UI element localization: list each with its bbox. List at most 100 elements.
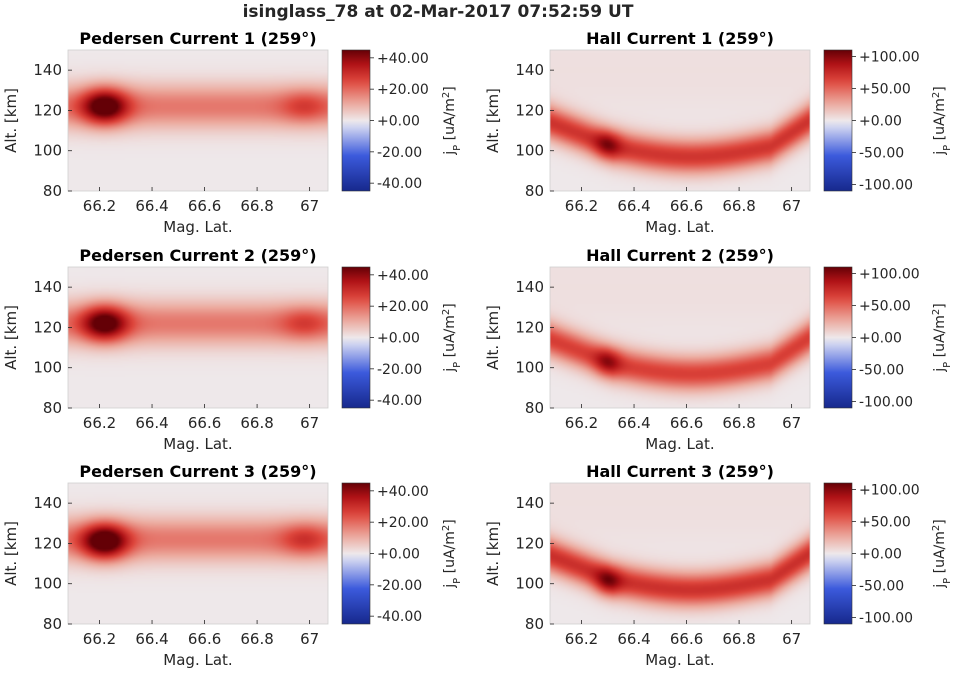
plot-frame: [549, 482, 811, 625]
colorbar-tick-label: +50.00: [859, 298, 911, 314]
colorbar-label: jP [uA/m2]: [441, 519, 463, 588]
y-tick-label: 100: [515, 575, 544, 593]
y-tick-label: 80: [525, 615, 544, 633]
colorbar-label-part: j: [442, 151, 458, 156]
x-axis-label: Mag. Lat.: [163, 435, 232, 453]
colorbar-tick-label: -50.00: [859, 363, 904, 379]
colorbar-tick-label: +40.00: [377, 268, 429, 284]
y-axis-label: Alt. [km]: [2, 521, 20, 586]
heatmap-image: [550, 50, 810, 191]
colorbar-label-part: 2: [441, 92, 452, 98]
colorbar-label-part: P: [452, 578, 463, 584]
panel-title: Pedersen Current 1 (259°): [79, 29, 316, 48]
colorbar-label-part: ]: [442, 86, 458, 91]
colorbar-tick-label: +20.00: [377, 299, 429, 315]
heatmap-image: [68, 50, 328, 191]
y-axis-label: Alt. [km]: [484, 88, 502, 153]
colorbar-label: jP [uA/m2]: [931, 86, 953, 155]
colorbar-tick-label: +0.00: [859, 331, 902, 347]
colorbar-label-part: [uA/m: [932, 98, 948, 145]
colorbar: [341, 266, 371, 409]
y-tick-label: 80: [525, 399, 544, 417]
colorbar-tick-label: +40.00: [377, 484, 429, 500]
y-tick-label: 120: [33, 534, 62, 552]
colorbar-tick-label: -50.00: [859, 146, 904, 162]
colorbar: [341, 482, 371, 625]
x-tick-label: 66.4: [135, 414, 168, 432]
panel-title: Pedersen Current 3 (259°): [79, 462, 316, 481]
y-tick-label: 100: [33, 142, 62, 160]
y-tick-label: 120: [33, 318, 62, 336]
pedersen-panel-1: Pedersen Current 1 (259°) 66.2 66.4 66.6 66.…: [2, 29, 463, 236]
plot-frame: [67, 266, 329, 409]
y-axis-label: Alt. [km]: [484, 305, 502, 370]
colorbar-label-part: ]: [932, 86, 948, 91]
colorbar-tick-label: +0.00: [859, 114, 902, 130]
hall-panel-1: Hall Current 1 (259°) 66.2 66.4 66.6 66.8 67 8…: [484, 29, 953, 236]
plot-frame: [549, 266, 811, 409]
x-tick-label: 66.6: [188, 414, 221, 432]
x-tick-label: 67: [782, 197, 801, 215]
x-tick-label: 67: [300, 630, 319, 648]
y-tick-label: 140: [515, 61, 544, 79]
x-tick-label: 66.4: [135, 197, 168, 215]
y-tick-label: 140: [515, 494, 544, 512]
heatmap-image: [68, 483, 328, 624]
figure-title: isinglass_78 at 02-Mar-2017 07:52:59 UT: [243, 2, 634, 22]
x-tick-label: 66.4: [617, 197, 650, 215]
y-tick-label: 120: [515, 101, 544, 119]
x-tick-label: 66.4: [617, 414, 650, 432]
y-tick-label: 100: [33, 575, 62, 593]
colorbar-label-part: 2: [441, 309, 452, 315]
heatmap-image: [68, 267, 328, 408]
colorbar-label-part: 2: [931, 309, 942, 315]
colorbar-tick-label: +0.00: [859, 547, 902, 563]
x-axis-label: Mag. Lat.: [163, 218, 232, 236]
colorbar-label-part: P: [452, 362, 463, 368]
y-axis-label: Alt. [km]: [2, 88, 20, 153]
colorbar: [341, 49, 371, 192]
colorbar-tick-label: +20.00: [377, 515, 429, 531]
colorbar-label: jP [uA/m2]: [931, 519, 953, 588]
x-tick-label: 67: [300, 414, 319, 432]
colorbar-tick-label: +0.00: [377, 114, 420, 130]
colorbar-tick-label: -100.00: [859, 395, 913, 411]
y-tick-label: 120: [515, 534, 544, 552]
pedersen-panel-2: Pedersen Current 2 (259°) 66.2 66.4 66.6 66.…: [2, 246, 463, 453]
colorbar-tick-label: +0.00: [377, 547, 420, 563]
panel-title: Hall Current 2 (259°): [586, 246, 774, 265]
x-tick-label: 66.8: [240, 197, 273, 215]
colorbar-label-part: [uA/m: [442, 98, 458, 145]
colorbar-label-part: [uA/m: [442, 315, 458, 362]
x-tick-label: 66.8: [240, 414, 273, 432]
colorbar-label-part: ]: [442, 519, 458, 524]
colorbar-tick-label: +0.00: [377, 331, 420, 347]
colorbar-label-part: ]: [932, 519, 948, 524]
colorbar-tick-label: -20.00: [377, 578, 422, 594]
x-axis-label: Mag. Lat.: [645, 218, 714, 236]
x-tick-label: 66.6: [670, 414, 703, 432]
x-axis-label: Mag. Lat.: [645, 651, 714, 669]
x-tick-label: 66.6: [670, 197, 703, 215]
y-axis-label: Alt. [km]: [484, 521, 502, 586]
x-axis-label: Mag. Lat.: [645, 435, 714, 453]
colorbar-label-part: j: [442, 584, 458, 589]
pedersen-panel-3: Pedersen Current 3 (259°) 66.2 66.4 66.6 66.…: [2, 462, 463, 669]
colorbar-label-part: 2: [931, 525, 942, 531]
colorbar-tick-label: +40.00: [377, 51, 429, 67]
y-tick-label: 80: [525, 182, 544, 200]
colorbar-label-part: P: [942, 578, 953, 584]
colorbar-label-part: P: [942, 362, 953, 368]
y-tick-label: 80: [43, 615, 62, 633]
colorbar: [823, 49, 853, 192]
y-tick-label: 140: [33, 494, 62, 512]
colorbar-label-part: P: [452, 145, 463, 151]
colorbar: [823, 266, 853, 409]
x-axis-label: Mag. Lat.: [163, 651, 232, 669]
colorbar-label-part: j: [932, 368, 948, 373]
x-tick-label: 66.4: [135, 630, 168, 648]
colorbar-label-part: ]: [442, 303, 458, 308]
x-tick-label: 67: [782, 414, 801, 432]
